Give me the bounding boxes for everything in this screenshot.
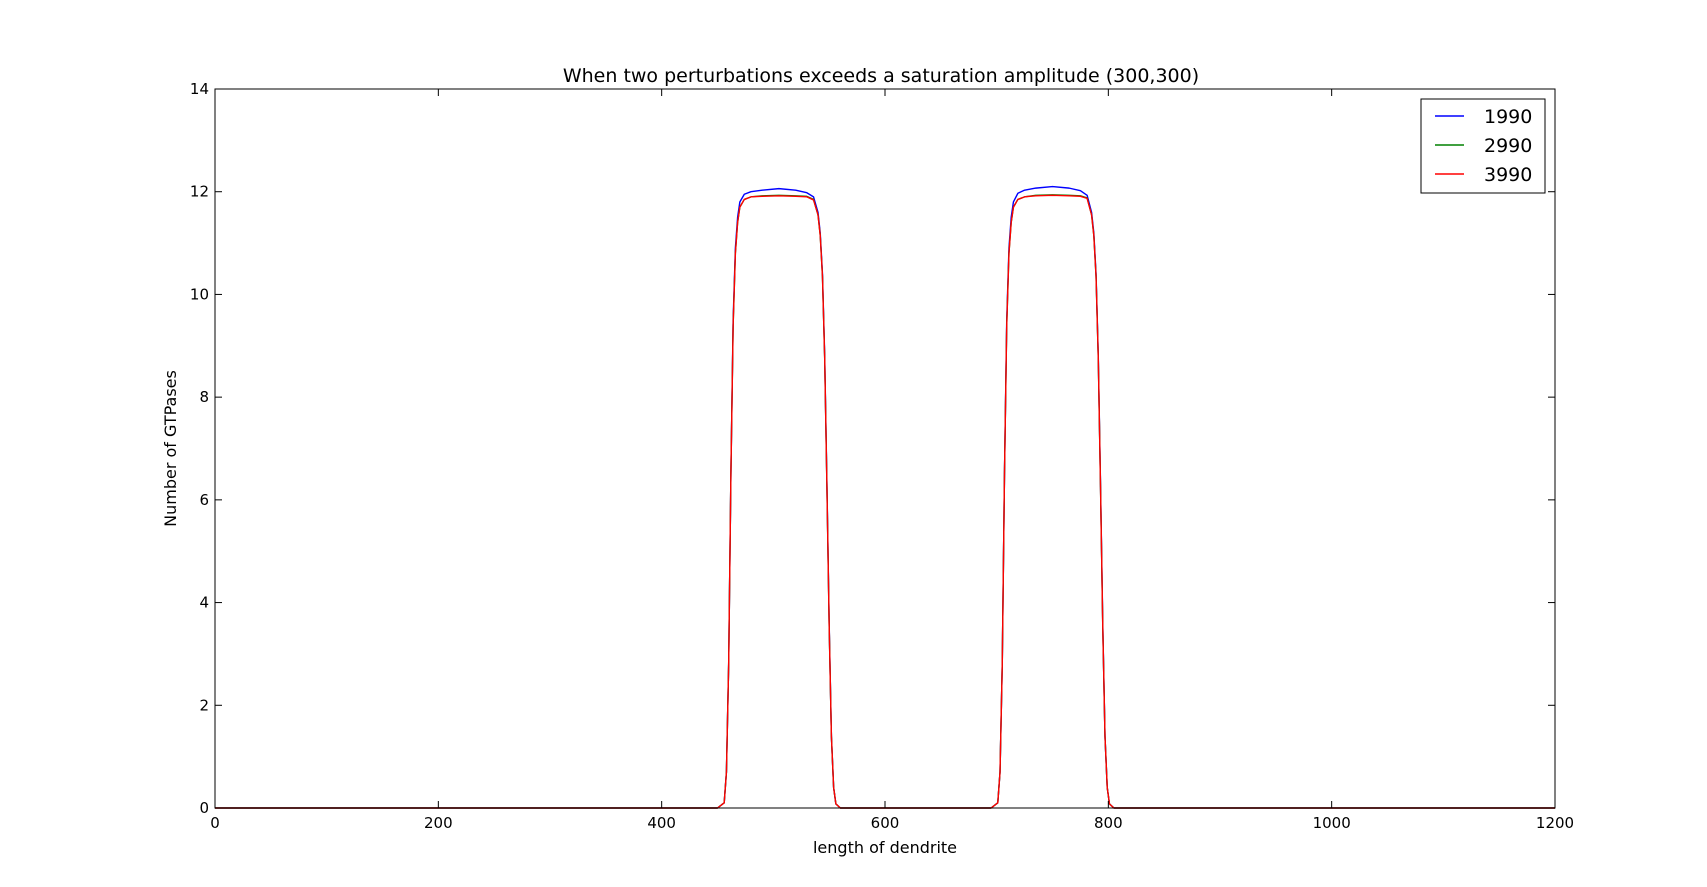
x-tick-label: 600: [871, 814, 900, 832]
y-tick-label: 4: [199, 594, 209, 612]
y-tick-label: 2: [199, 696, 209, 714]
x-tick-label: 1200: [1536, 814, 1574, 832]
series-line-3990: [215, 194, 1555, 809]
y-tick-label: 14: [190, 80, 209, 98]
legend-label-1990: 1990: [1484, 106, 1532, 128]
y-tick-label: 8: [199, 388, 209, 406]
legend-label-3990: 3990: [1484, 164, 1532, 186]
series-line-2990: [215, 194, 1555, 809]
legend: 1990 2990 3990: [1420, 98, 1546, 194]
y-tick-label: 12: [190, 183, 209, 201]
x-tick-label: 800: [1094, 814, 1123, 832]
axis-ticks: 0 200 400 600 800 1000 1200 0 2 4 6 8 10 12 14: [190, 80, 1574, 832]
x-tick-label: 400: [647, 814, 676, 832]
x-tick-label: 0: [210, 814, 220, 832]
y-tick-label: 10: [190, 285, 209, 303]
legend-label-2990: 2990: [1484, 135, 1532, 157]
y-tick-label: 0: [199, 799, 209, 817]
series-layer: [215, 185, 1555, 809]
y-axis-label: Number of GTPases: [161, 370, 180, 527]
x-tick-label: 1000: [1313, 814, 1351, 832]
x-tick-label: 200: [424, 814, 453, 832]
chart-title: When two perturbations exceeds a saturat…: [563, 65, 1199, 87]
x-axis-label: length of dendrite: [813, 838, 957, 857]
series-line-1990: [215, 185, 1555, 809]
legend-box: [1420, 98, 1546, 194]
y-tick-label: 6: [199, 491, 209, 509]
plot-area: [214, 88, 1556, 809]
